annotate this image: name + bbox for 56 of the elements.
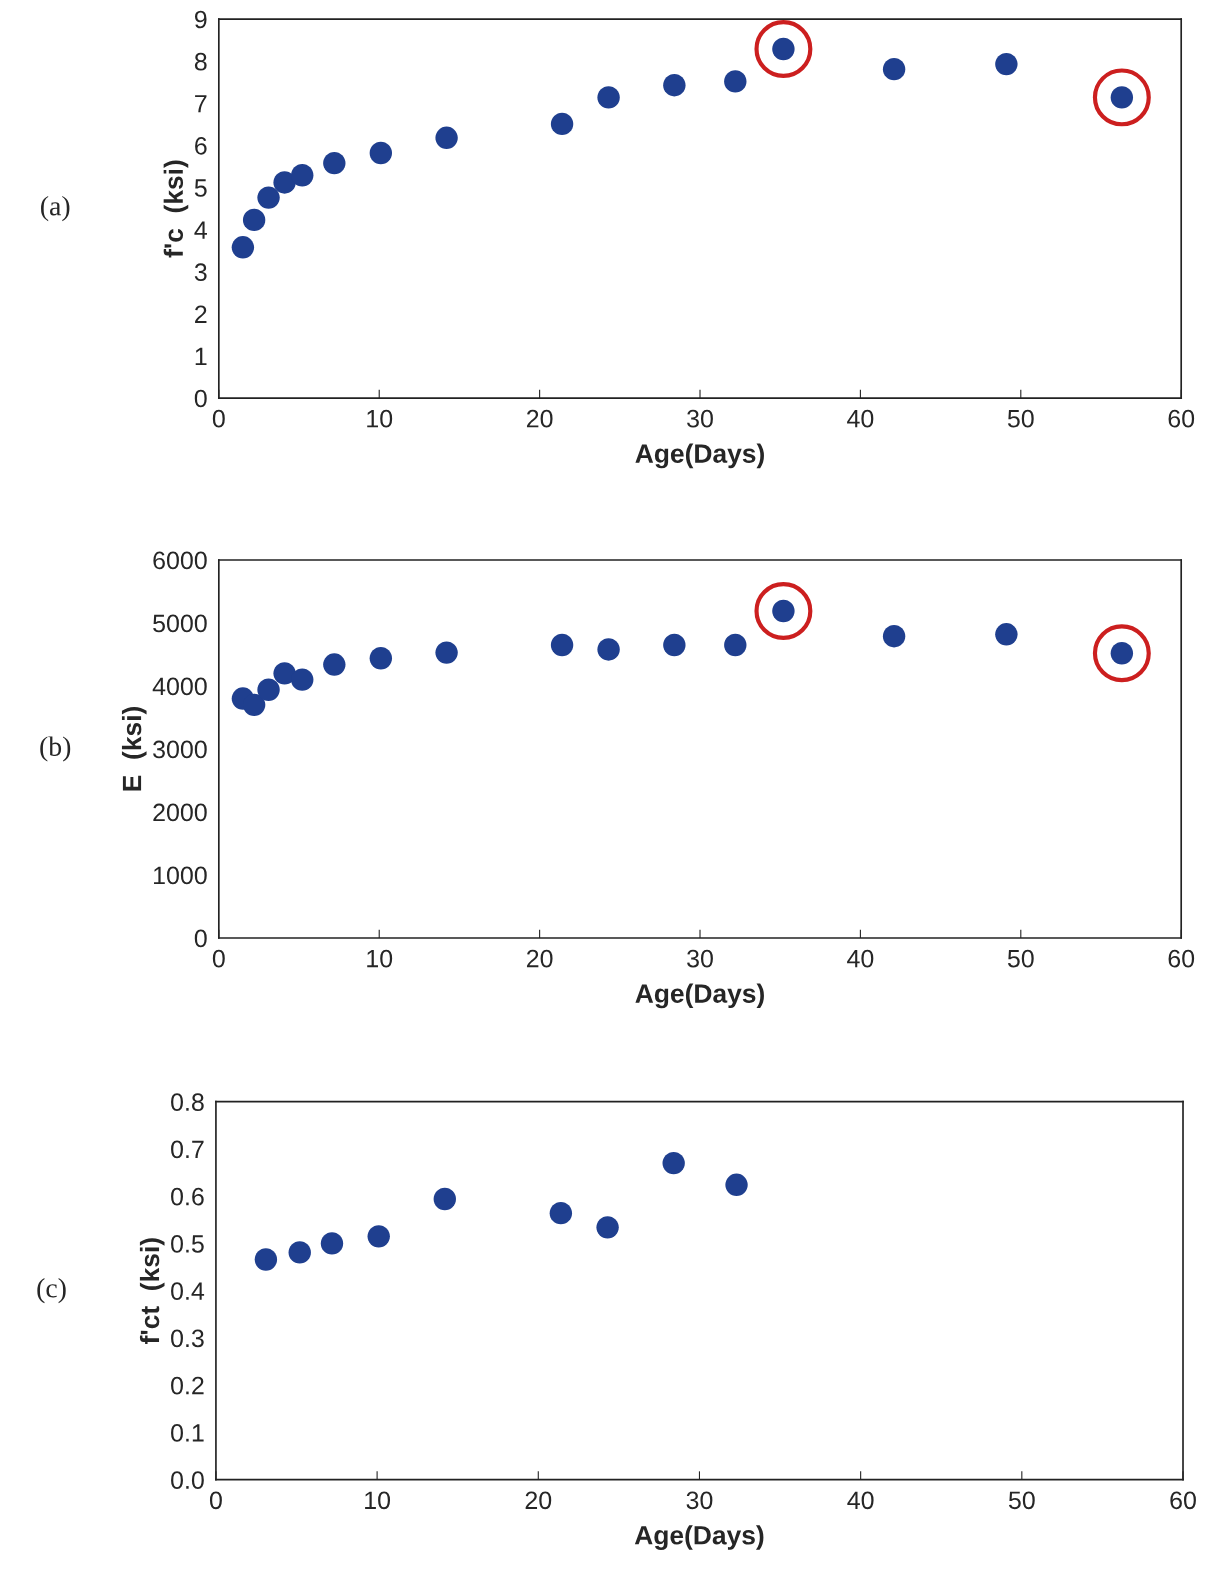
y-tick-label: 5000	[153, 614, 207, 633]
x-tick-label: 30	[687, 409, 713, 428]
text: (b)	[40, 736, 71, 762]
x-tick-label: 60	[1168, 949, 1195, 968]
x-tick-label: 40	[847, 409, 874, 428]
y-tick-label: 6	[195, 137, 207, 155]
y-tick-label: 0.7	[171, 1140, 204, 1159]
x-tick-label: 10	[367, 409, 393, 428]
y-tick-label: 0.3	[171, 1329, 204, 1348]
text: (c)	[37, 1278, 66, 1304]
y-tick-label: 0.0	[171, 1471, 204, 1489]
x-axis-title: Age(Days)	[634, 1525, 764, 1550]
x-tick-label: 60	[1168, 409, 1195, 428]
y-tick-label: 2	[195, 305, 207, 323]
y-tick-label: 0.1	[171, 1424, 204, 1442]
y-tick-label: 0.4	[171, 1282, 205, 1300]
x-tick-label: 50	[1007, 949, 1034, 968]
x-axis-title: Age(Days)	[635, 983, 764, 1009]
y-axis-title: f'ct (ksi)	[139, 1238, 165, 1344]
x-tick-label: 40	[847, 949, 874, 968]
y-tick-label: 0.5	[171, 1235, 204, 1253]
x-tick-label: 0	[212, 949, 225, 968]
y-tick-label: 8	[194, 52, 207, 71]
x-tick-label: 60	[1170, 1491, 1196, 1510]
y-tick-label: 1	[195, 347, 207, 365]
x-tick-label: 10	[367, 949, 393, 968]
y-tick-label: 5	[194, 179, 207, 197]
y-tick-label: 6000	[153, 551, 207, 570]
y-tick-label: 3	[194, 263, 207, 282]
x-tick-label: 50	[1007, 409, 1034, 428]
y-tick-label: 0.2	[171, 1376, 204, 1395]
y-tick-label: 1000	[154, 866, 207, 885]
y-tick-label: 4	[194, 221, 207, 239]
x-tick-label: 30	[687, 949, 713, 968]
y-tick-label: 7	[195, 95, 207, 113]
y-tick-label: 0	[194, 389, 207, 408]
x-axis-title: Age(Days)	[635, 443, 764, 469]
x-tick-label: 10	[365, 1491, 391, 1510]
y-tick-label: 9	[194, 10, 207, 29]
text: (a)	[41, 195, 70, 222]
y-tick-label: 3000	[153, 740, 207, 759]
y-tick-label: 2000	[153, 803, 207, 822]
x-tick-label: 0	[212, 409, 225, 428]
y-axis-title: E (ksi)	[121, 707, 147, 791]
y-tick-label: 4000	[152, 677, 207, 696]
y-tick-label: 0.8	[171, 1093, 204, 1111]
y-tick-label: 0	[194, 929, 207, 948]
y-axis-title: f'c (ksi)	[163, 160, 189, 258]
x-tick-label: 40	[847, 1491, 874, 1510]
x-tick-label: 20	[526, 949, 553, 968]
y-tick-label: 0.6	[171, 1187, 204, 1206]
x-tick-label: 30	[686, 1491, 713, 1510]
x-tick-label: 0	[209, 1491, 222, 1510]
x-tick-label: 50	[1008, 1491, 1035, 1510]
x-tick-label: 20	[525, 1491, 552, 1510]
x-tick-label: 20	[526, 409, 553, 428]
